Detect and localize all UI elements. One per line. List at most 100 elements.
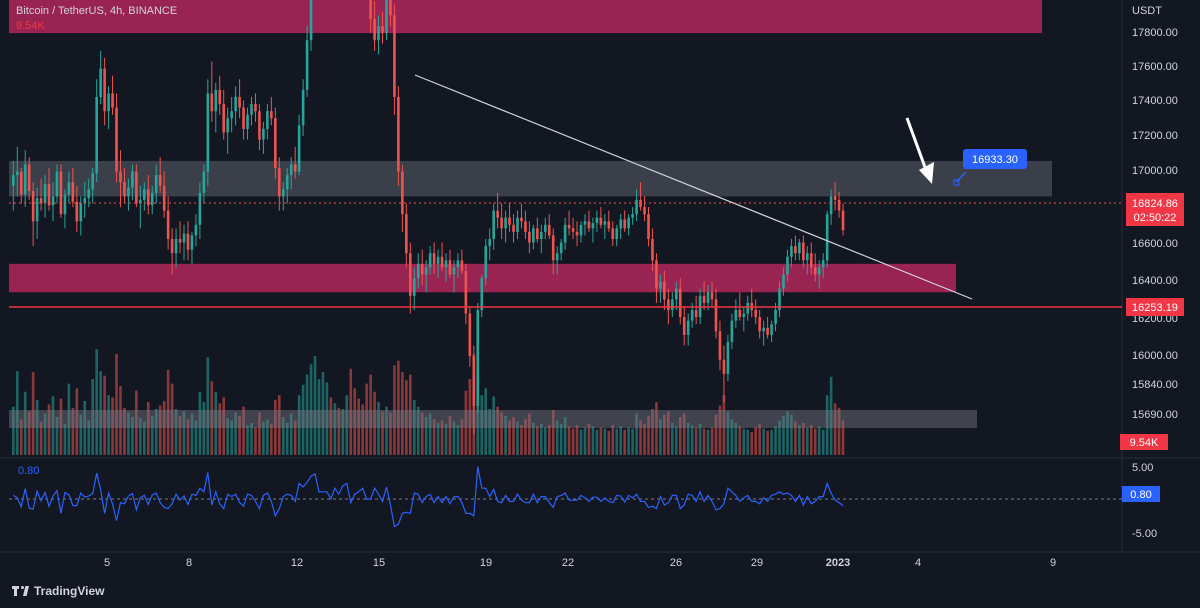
candle-body [87, 189, 91, 199]
candle-body [424, 267, 428, 275]
time-tick: 29 [751, 557, 763, 569]
volume-bar [412, 399, 416, 455]
time-tick: 26 [670, 557, 682, 569]
volume-bar [139, 418, 142, 455]
volume-bar [405, 380, 408, 455]
candle-body [158, 175, 162, 186]
candle-body [500, 217, 503, 229]
candle-body [27, 164, 31, 192]
time-axis[interactable]: 5 8 12 15 19 22 26 29 2023 4 9 [104, 557, 1056, 569]
candle-body [710, 292, 714, 300]
trendline[interactable] [414, 74, 973, 300]
volume-bar [532, 422, 535, 455]
candle-body [59, 171, 63, 215]
price-tick: 17400.00 [1132, 95, 1178, 107]
volume-bar [512, 417, 515, 455]
candle-body [480, 278, 484, 310]
tradingview-logo-icon [12, 586, 30, 596]
gray-zone-upper[interactable] [9, 160, 1052, 197]
candle-body [468, 313, 472, 357]
support-price-badge: 16253.19 [1126, 298, 1184, 316]
volume-bar [790, 414, 793, 455]
candle-body [547, 224, 551, 236]
candle-body [702, 295, 706, 303]
volume-bar [357, 398, 360, 455]
volume-bar [234, 412, 237, 455]
candle-body [385, 0, 388, 34]
candle-body [504, 217, 507, 229]
volume-bar [79, 414, 83, 455]
volume-bar [131, 417, 134, 455]
volume-bar [448, 415, 452, 455]
volume-bar [428, 413, 432, 455]
volume-bar [111, 397, 114, 455]
tradingview-brand[interactable]: TradingView [12, 584, 104, 598]
candle-body [492, 210, 495, 239]
volume-bar [71, 407, 75, 455]
candle-body [456, 260, 460, 268]
candle-body [496, 210, 499, 218]
candle-body [551, 235, 555, 261]
volume-bar [397, 360, 400, 455]
candle-body [238, 97, 241, 108]
volume-bar [309, 364, 313, 455]
volume-bar [758, 423, 761, 455]
volume-bar [178, 415, 182, 455]
volume-bar [43, 413, 47, 455]
candle-body [579, 224, 583, 236]
volume-bar [738, 426, 742, 455]
volume-bar [694, 427, 698, 455]
volume-bar [786, 411, 789, 455]
volume-bar [214, 391, 218, 455]
volume-bar [31, 372, 35, 455]
candle-body [63, 194, 67, 215]
price-callout[interactable]: 16933.30 [953, 149, 1027, 186]
candle-body [95, 97, 98, 174]
candle-body [571, 228, 575, 232]
volume-bar [424, 417, 428, 455]
countdown-text: 02:50:22 [1134, 212, 1177, 224]
volume-bar [222, 397, 226, 455]
volume-bar [432, 419, 436, 455]
volume-bar [389, 412, 392, 455]
volume-bar [301, 384, 305, 455]
volume-bar [285, 422, 289, 455]
candle-body [206, 93, 210, 172]
arrow-annotation[interactable] [905, 117, 934, 184]
candle-body [651, 239, 654, 261]
volume-bar [35, 399, 39, 455]
volume-bar [591, 426, 595, 455]
volume-bar [837, 407, 841, 455]
volume-bar [540, 423, 543, 455]
price-tick: 15840.00 [1132, 379, 1178, 391]
candle-body [266, 111, 269, 129]
candle-body [774, 310, 777, 325]
candle-body [627, 217, 630, 229]
volume-bar [575, 425, 579, 455]
candle-layer [12, 0, 845, 435]
price-tick: 17800.00 [1132, 27, 1178, 39]
candle-body [262, 128, 265, 140]
symbol-legend[interactable]: Bitcoin / TetherUS, 4h, BINANCE 9.54K [16, 5, 177, 32]
candle-body [19, 171, 23, 195]
candle-body [460, 260, 464, 271]
volume-bar [496, 406, 499, 455]
candle-body [194, 224, 198, 236]
volume-bar [242, 406, 245, 455]
price-tick: 17000.00 [1132, 165, 1178, 177]
candle-body [690, 310, 694, 321]
volume-bar [206, 357, 210, 455]
volume-bar [353, 388, 357, 455]
candle-body [150, 192, 154, 206]
candle-body [567, 224, 571, 229]
volume-bar [524, 419, 527, 455]
candle-body [464, 270, 468, 314]
volume-bar [27, 411, 31, 455]
resistance-zone-upper[interactable] [9, 0, 1042, 34]
candle-body [583, 221, 587, 225]
volume-bar [714, 414, 718, 455]
candle-body [798, 242, 801, 254]
current-price-text: 16824.86 [1132, 198, 1178, 210]
candle-body [389, 0, 392, 16]
